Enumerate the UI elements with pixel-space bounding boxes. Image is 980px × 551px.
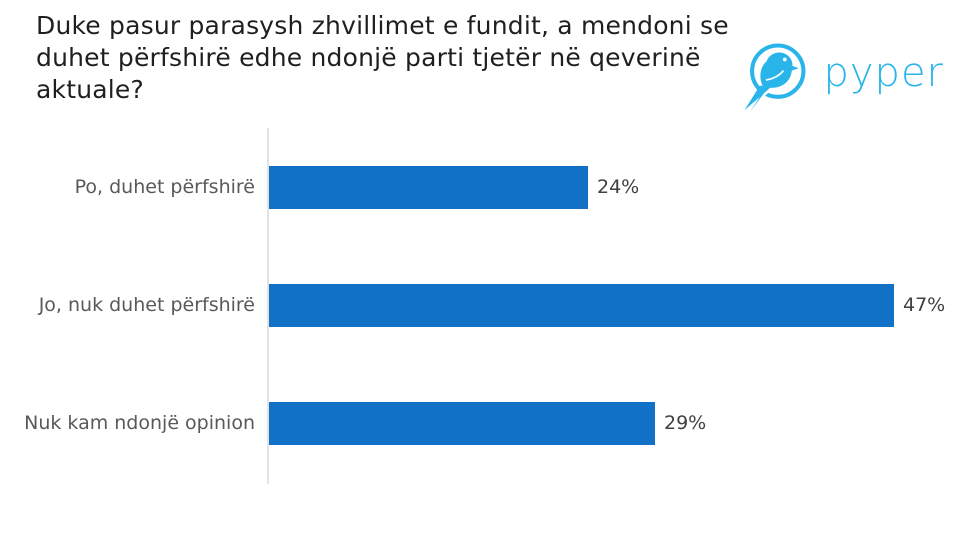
bar	[269, 402, 655, 445]
value-label: 47%	[903, 294, 946, 316]
chart-row: Po, duhet përfshirë 24%	[0, 128, 980, 246]
y-axis-line	[267, 128, 269, 484]
value-label: 29%	[664, 412, 707, 434]
bar	[269, 284, 894, 327]
title-line: duhet përfshirë edhe ndonjë parti tjetër…	[36, 43, 701, 72]
category-label: Po, duhet përfshirë	[74, 176, 255, 198]
title-line: Duke pasur parasysh zhvillimet e fundit,…	[36, 11, 729, 40]
title-line: aktuale?	[36, 75, 144, 104]
chart-row: Jo, nuk duhet përfshirë 47%	[0, 246, 980, 364]
page-title: Duke pasur parasysh zhvillimet e fundit,…	[36, 10, 729, 106]
value-label: 24%	[597, 176, 640, 198]
pyper-logo: pyper	[741, 38, 944, 116]
chart-row: Nuk kam ndonjë opinion 29%	[0, 364, 980, 482]
category-label: Nuk kam ndonjë opinion	[24, 412, 255, 434]
bar	[269, 166, 588, 209]
category-label: Jo, nuk duhet përfshirë	[38, 294, 255, 316]
pyper-bird-icon	[741, 38, 811, 116]
pyper-logo-text: pyper	[823, 50, 944, 96]
